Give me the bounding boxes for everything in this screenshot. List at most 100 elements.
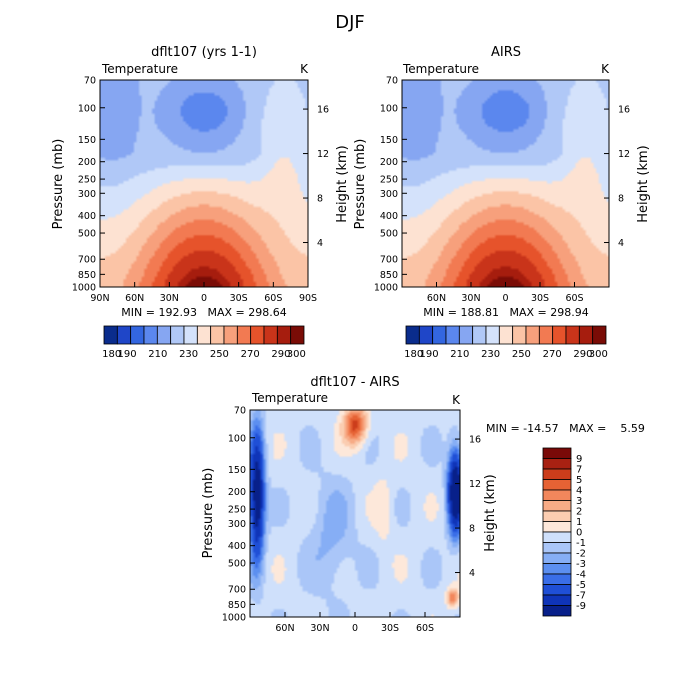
panel-diff-height-tick-label: 8 bbox=[469, 524, 475, 535]
panel-diff-colorbar-box bbox=[542, 605, 572, 617]
panel-diff-colorbar-label: -9 bbox=[576, 601, 586, 612]
panel-model-colorbar-box bbox=[143, 325, 158, 345]
panel-obs-ytick-label: 250 bbox=[380, 175, 398, 186]
panel-diff-colorbar-label: -3 bbox=[576, 559, 586, 570]
panel-diff-contour-field bbox=[250, 410, 460, 617]
panel-model-colorbar-box bbox=[170, 325, 185, 345]
panel-obs-colorbar-label: 250 bbox=[512, 349, 531, 360]
panel-diff-colorbar-label: -7 bbox=[576, 591, 586, 602]
panel-diff-colorbar-label: 1 bbox=[576, 517, 582, 528]
panel-model-colorbar-label: 270 bbox=[241, 349, 260, 360]
panel-model-colorbar-box bbox=[276, 325, 292, 345]
panel-diff-colorbar-box bbox=[542, 500, 572, 512]
panel-model-ylabel: Pressure (mb) bbox=[51, 139, 66, 230]
panel-diff-colorbar-box bbox=[542, 594, 572, 606]
panel-obs-left-label: Temperature bbox=[402, 62, 479, 76]
panel-model-ytick-label: 200 bbox=[78, 157, 96, 168]
panel-diff-colorbar-label: 0 bbox=[576, 528, 582, 539]
panel-obs-ytick-label: 70 bbox=[386, 76, 398, 87]
panel-diff-left-label: Temperature bbox=[251, 391, 328, 405]
panel-obs-colorbar-box bbox=[418, 325, 434, 345]
panel-diff-field bbox=[250, 410, 460, 617]
panel-model-colorbar-box bbox=[210, 325, 225, 345]
panel-model-colorbar-box bbox=[263, 325, 278, 345]
panel-model-xtick-label: 60N bbox=[125, 293, 144, 304]
panel-obs-colorbar-label: 190 bbox=[420, 349, 439, 360]
panel-model-ytick-label: 400 bbox=[78, 211, 96, 222]
panel-diff-colorbar-label: 3 bbox=[576, 496, 582, 507]
panel-model-xtick-label: 60S bbox=[264, 293, 282, 304]
panel-obs-colorbar-box bbox=[472, 325, 487, 345]
panel-obs-height-tick-label: 12 bbox=[618, 149, 630, 160]
panel-diff-colorbar-box bbox=[542, 573, 572, 585]
panel-diff-colorbar-label: 9 bbox=[576, 454, 582, 465]
panel-diff-ytick-label: 700 bbox=[228, 585, 246, 596]
panel-model-colorbar-label: 290 bbox=[271, 349, 290, 360]
panel-diff-colorbar-box bbox=[542, 584, 572, 596]
panel-model-colorbar-label: 230 bbox=[179, 349, 198, 360]
panel-diff-colorbar-box bbox=[542, 447, 572, 459]
panel-diff-colorbar-label: -5 bbox=[576, 580, 586, 591]
panel-diff-colorbar-box bbox=[542, 458, 572, 470]
panel-obs-ytick-label: 500 bbox=[380, 229, 398, 240]
panel-diff-xtick-label: 60S bbox=[416, 623, 434, 634]
panel-model-left-label: Temperature bbox=[101, 62, 178, 76]
panel-model-contour-field bbox=[100, 80, 308, 287]
panel-obs-colorbar-box bbox=[485, 325, 500, 345]
panel-obs-ytick-label: 100 bbox=[380, 103, 398, 114]
panel-model-colorbar-box bbox=[196, 325, 212, 345]
panel-diff-stats: MIN = -14.57 MAX = 5.59 bbox=[486, 422, 645, 435]
panel-model-colorbar-box bbox=[183, 325, 198, 345]
panel-model-ytick-label: 300 bbox=[78, 189, 96, 200]
panel-model-ytick-label: 250 bbox=[78, 175, 96, 186]
panel-model-ylabel-right: Height (km) bbox=[335, 145, 350, 222]
panel-obs-colorbar-label: 300 bbox=[589, 349, 608, 360]
panel-diff-colorbar-label: 5 bbox=[576, 475, 582, 486]
panel-obs-xtick-label: 0 bbox=[502, 293, 508, 304]
panel-diff-ytick-label: 250 bbox=[228, 505, 246, 516]
panel-obs-height-tick-label: 4 bbox=[618, 238, 624, 249]
panel-obs-colorbar-label: 270 bbox=[543, 349, 562, 360]
panel-obs: AIRS Temperature K 70 100 150 200 250 300 400 5… bbox=[353, 45, 651, 360]
panel-diff-right-label: K bbox=[452, 393, 461, 407]
panel-model-colorbar-label: 210 bbox=[148, 349, 167, 360]
panel-diff-xtick-label: 60N bbox=[275, 623, 294, 634]
panel-model-colorbar-box bbox=[236, 325, 252, 345]
panel-obs-colorbar-box bbox=[578, 325, 594, 345]
figure-title: DJF bbox=[335, 12, 365, 33]
panel-obs-xtick-label: 60N bbox=[427, 293, 446, 304]
panel-obs-colorbar-label: 230 bbox=[481, 349, 500, 360]
panel-obs-colorbar-label: 290 bbox=[573, 349, 592, 360]
panel-diff-colorbar-box bbox=[542, 521, 572, 533]
panel-diff-colorbar-box bbox=[542, 552, 572, 564]
panel-diff-colorbar-label: -2 bbox=[576, 549, 586, 560]
panel-model-ytick-label: 150 bbox=[78, 135, 96, 146]
panel-obs-height-tick-label: 8 bbox=[618, 194, 624, 205]
panel-diff-xtick-label: 0 bbox=[352, 623, 358, 634]
panel-diff-ylabel: Pressure (mb) bbox=[201, 468, 216, 559]
panel-model-xtick-label: 90N bbox=[90, 293, 109, 304]
panel-obs-colorbar-label: 180 bbox=[404, 349, 423, 360]
panel-diff: dflt107 - AIRS Temperature K 70100150200… bbox=[201, 375, 645, 634]
panel-diff-ytick-label: 70 bbox=[234, 406, 246, 417]
panel-model-axes: 70 100 150 200 250 300 400 500 700 850 1000 4 8 12 16 9… bbox=[72, 76, 329, 305]
panel-obs-ytick-label: 850 bbox=[380, 270, 398, 281]
panel-diff-ytick-label: 300 bbox=[228, 519, 246, 530]
panel-diff-title: dflt107 - AIRS bbox=[310, 375, 399, 390]
panel-diff-colorbar-box bbox=[542, 489, 572, 501]
panel-model-colorbar-box bbox=[130, 325, 145, 345]
panel-diff-height-tick-label: 4 bbox=[469, 568, 475, 579]
panel-model-ytick-label: 850 bbox=[78, 270, 96, 281]
panel-diff-colorbar-box bbox=[542, 468, 572, 480]
panel-model-colorbar-label: 180 bbox=[102, 349, 121, 360]
panel-obs-stats: MIN = 188.81 MAX = 298.94 bbox=[423, 306, 588, 319]
panel-model-colorbar-label: 300 bbox=[287, 349, 306, 360]
panel-obs-xtick-label: 30S bbox=[531, 293, 549, 304]
panel-obs-colorbar-box bbox=[512, 325, 527, 345]
panel-obs-colorbar-box bbox=[592, 325, 607, 345]
panel-model-field bbox=[100, 80, 308, 287]
panel-obs-axes: 70 100 150 200 250 300 400 500 700 850 1000 4 8 12 16 6… bbox=[374, 76, 630, 305]
panel-diff-colorbar-label: 2 bbox=[576, 507, 582, 518]
